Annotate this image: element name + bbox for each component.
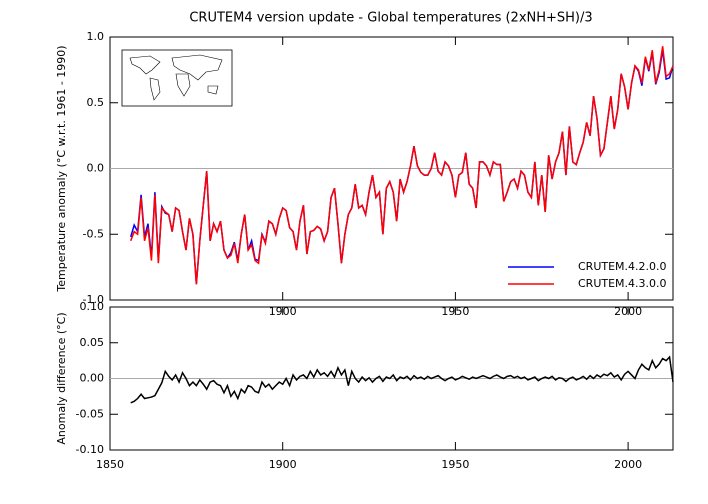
x-tick-label: 2000 (614, 458, 642, 471)
y-axis-label: Anomaly difference (°C) (55, 312, 68, 444)
chart-title: CRUTEM4 version update - Global temperat… (189, 11, 592, 26)
y-tick-label: -0.10 (76, 443, 104, 456)
y-axis-label: Temperature anomaly (°C w.r.t. 1961 - 19… (55, 45, 68, 292)
y-tick-label: -0.05 (76, 407, 104, 420)
y-tick-label: 0.0 (87, 162, 105, 175)
y-tick-label: -0.5 (83, 227, 104, 240)
legend-label: CRUTEM.4.2.0.0 (578, 260, 667, 273)
y-tick-label: 0.00 (80, 372, 105, 385)
x-tick-label: 1850 (96, 458, 124, 471)
y-tick-label: 0.5 (87, 96, 105, 109)
series-line (130, 355, 674, 404)
x-tick-label: 1900 (269, 458, 297, 471)
y-tick-label: 1.0 (87, 30, 105, 43)
x-tick-label: 1950 (441, 458, 469, 471)
map-inset (121, 49, 233, 107)
series-line (130, 46, 674, 285)
y-tick-label: -1.0 (83, 293, 104, 306)
y-tick-label: 0.10 (80, 300, 105, 313)
legend-label: CRUTEM.4.3.0.0 (578, 277, 667, 290)
y-tick-label: 0.05 (80, 336, 105, 349)
